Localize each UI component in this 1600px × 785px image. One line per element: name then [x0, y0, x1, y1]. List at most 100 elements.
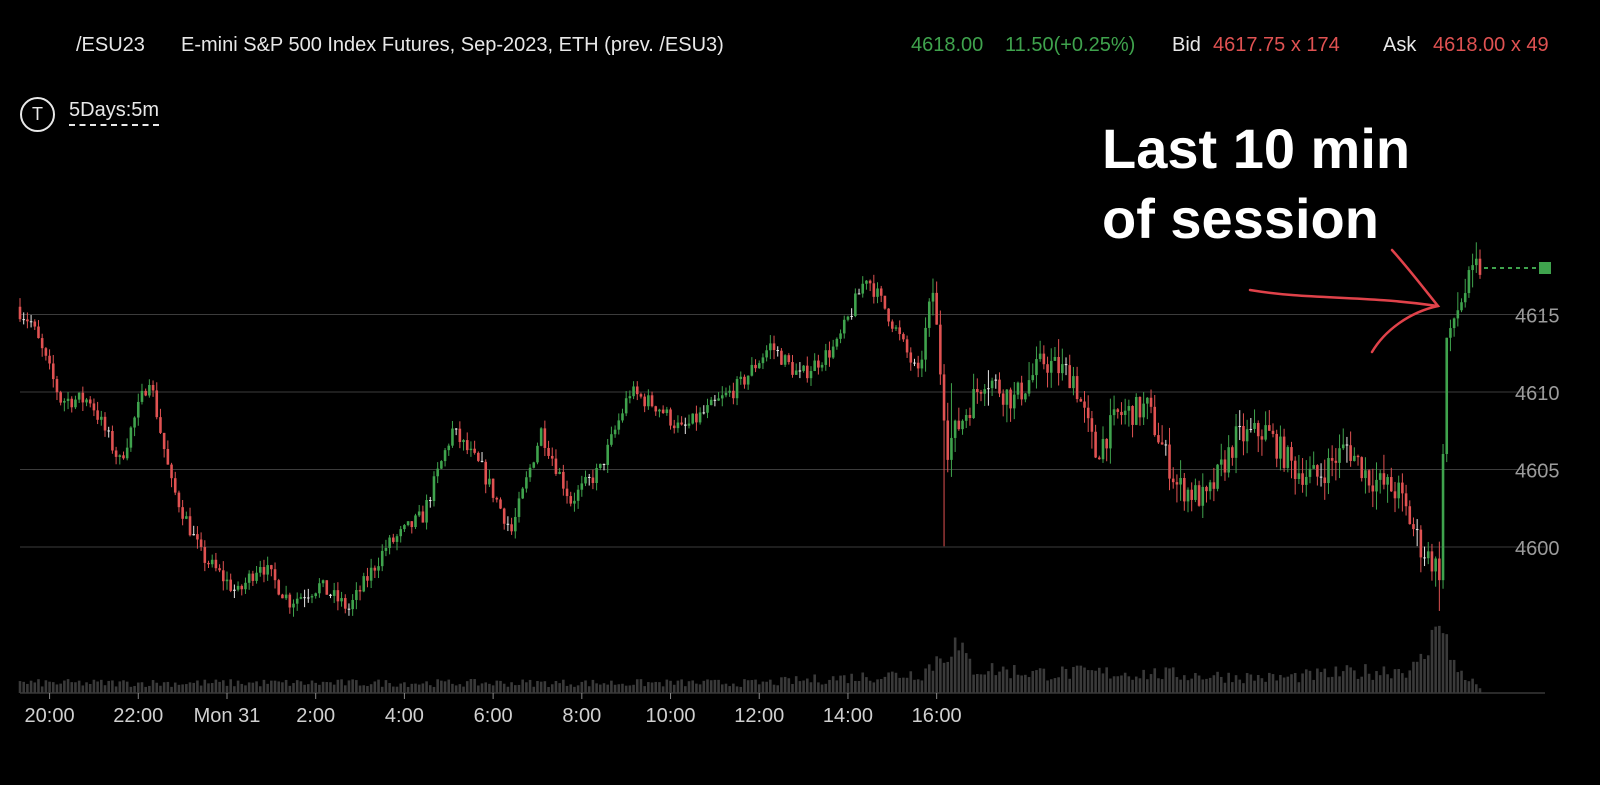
volume-bar: [728, 686, 731, 693]
candle-body: [44, 348, 48, 356]
symbol: /ESU23: [76, 34, 145, 56]
candle-body: [88, 399, 92, 404]
candle-body: [432, 476, 436, 502]
volume-bar: [1301, 673, 1304, 693]
candle-body: [1249, 428, 1253, 430]
candle-body: [1049, 360, 1053, 373]
volume-bar: [820, 684, 824, 693]
volume-bar: [624, 685, 628, 693]
candle-body: [961, 420, 964, 430]
candle-body: [1338, 448, 1341, 463]
candle-body: [953, 420, 957, 438]
volume-bar: [791, 683, 794, 693]
volume-bar: [270, 680, 273, 693]
candle-body: [266, 565, 269, 575]
volume-bar: [81, 685, 85, 693]
candle-body: [1035, 359, 1038, 376]
volume-bar: [192, 682, 196, 693]
volume-bar: [672, 684, 676, 693]
candle-body: [1208, 482, 1212, 492]
volume-bar: [643, 686, 646, 693]
candle-body: [103, 416, 107, 431]
volume-bar: [284, 679, 288, 693]
last-price-line: [1484, 262, 1551, 274]
candle-body: [329, 594, 332, 596]
volume-bar: [410, 683, 414, 693]
candle-body: [558, 471, 561, 474]
candle-body: [314, 593, 317, 597]
volume-bar: [173, 682, 177, 693]
volume-bar: [351, 679, 354, 693]
candle-body: [894, 327, 898, 329]
candle-body: [1264, 425, 1267, 440]
volume-bar: [1208, 677, 1212, 693]
candle-body: [990, 380, 994, 389]
t-circle-icon[interactable]: T: [20, 97, 55, 132]
candle-body: [440, 461, 443, 469]
volume-bar: [676, 680, 680, 693]
volume-bar: [757, 684, 761, 693]
volume-bar: [1020, 675, 1023, 693]
candle-body: [288, 594, 292, 608]
candle-body: [177, 492, 181, 508]
candle-body: [92, 403, 96, 411]
candle-body: [1319, 476, 1323, 478]
candle-body: [787, 355, 791, 363]
volume-bar: [477, 685, 480, 693]
volume-bar: [48, 681, 51, 693]
ask-value: 4618.00 x 49: [1433, 34, 1549, 56]
volume-bar: [665, 679, 669, 693]
volume-bar: [1134, 676, 1138, 693]
volume-bar: [990, 663, 994, 693]
volume-bar: [1160, 679, 1164, 693]
volume-bar: [635, 679, 639, 693]
candle-body: [1101, 438, 1105, 460]
volume-bar: [332, 684, 336, 693]
volume-bar: [532, 686, 536, 693]
candle-body: [983, 389, 986, 394]
volume-bar: [318, 684, 321, 693]
candle-body: [222, 570, 225, 582]
candle-body: [743, 376, 746, 385]
candle-body: [491, 478, 495, 498]
volume-bar: [63, 680, 66, 693]
x-tick-label: 20:00: [25, 705, 75, 727]
volume-bar: [879, 679, 883, 693]
volume-bar: [669, 680, 672, 693]
volume-bar: [1434, 626, 1437, 693]
volume-bar: [754, 679, 757, 693]
volume-bar: [543, 681, 547, 693]
candle-body: [392, 537, 395, 542]
volume-bar: [480, 683, 484, 693]
volume-bar: [1382, 666, 1386, 693]
volume-bar: [222, 680, 225, 693]
volume-bar: [314, 682, 317, 693]
volume-bar: [1138, 678, 1142, 693]
volume-bar: [916, 679, 920, 693]
candle-body: [587, 476, 591, 478]
grid-lines: [20, 314, 1545, 694]
x-tick-label: 10:00: [646, 705, 696, 727]
volume-bar: [1423, 658, 1426, 693]
volume-bar: [987, 671, 990, 693]
candle-body: [1308, 468, 1312, 477]
volume-bar: [406, 686, 410, 693]
timeframe-selector[interactable]: 5Days:5m: [69, 99, 160, 126]
volume-bar: [1212, 675, 1216, 693]
candle-body: [968, 415, 972, 419]
volume-bar: [1123, 672, 1127, 693]
candle-body: [1109, 415, 1112, 449]
candle-body: [40, 338, 44, 349]
candle-body: [307, 597, 310, 599]
bid-label: Bid: [1172, 34, 1201, 56]
ask-label: Ask: [1383, 34, 1417, 56]
candle-body: [1138, 396, 1142, 418]
instrument-description: E-mini S&P 500 Index Futures, Sep-2023, …: [181, 34, 724, 56]
candle-body: [410, 521, 414, 528]
candle-body: [942, 374, 946, 421]
volume-bar: [1293, 673, 1297, 693]
x-tick-label: 2:00: [296, 705, 335, 727]
volume-bar: [780, 677, 783, 693]
candle-body: [343, 598, 347, 609]
